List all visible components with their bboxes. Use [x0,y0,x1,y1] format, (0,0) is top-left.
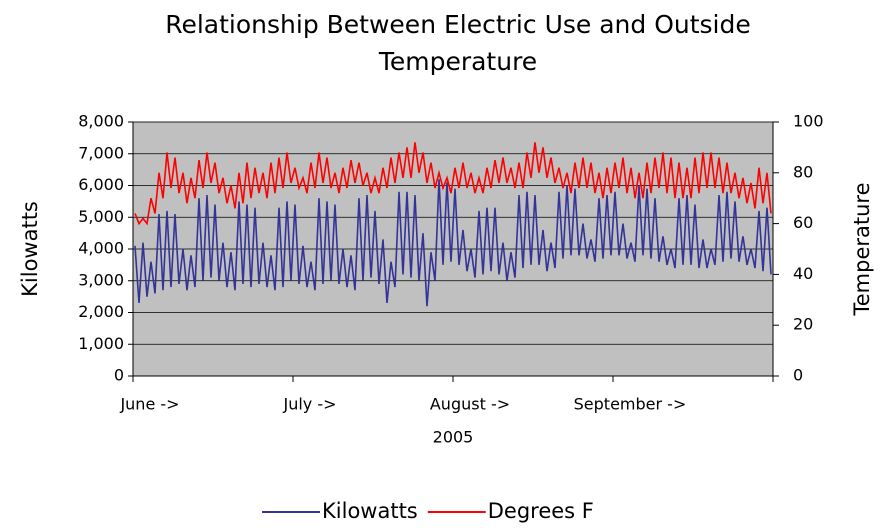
y2-tick-label: 40 [793,264,813,283]
y-tick-label: 6,000 [78,175,124,194]
legend-label: Kilowatts [322,499,418,523]
x-tick-label: July -> [282,395,336,414]
data-line [134,142,772,226]
y-tick-label: 5,000 [78,207,124,226]
y2-tick-label: 100 [793,112,824,131]
y-tick-label: 8,000 [78,112,124,131]
chart-title: Relationship Between Electric Use and Ou… [165,10,751,76]
y2-axis-label: Temperature [850,182,874,316]
y-axis-label: Kilowatts [18,201,42,297]
y2-tick-label: 0 [793,366,803,385]
y2-tick-label: 80 [793,162,813,181]
y2-tick-label: 60 [793,213,813,232]
legend-label: Degrees F [488,499,594,523]
y-tick-label: 4,000 [78,239,124,258]
y2-tick-label: 20 [793,315,813,334]
x-tick-label: September -> [574,395,687,414]
y-tick-label: 2,000 [78,302,124,321]
y-tick-label: 0 [114,366,124,385]
y-tick-label: 7,000 [78,143,124,162]
x-tick-label: June -> [119,395,179,414]
data-line [134,179,772,307]
y-tick-label: 1,000 [78,334,124,353]
y-tick-label: 3,000 [78,270,124,289]
x-tick-label: August -> [430,395,510,414]
x-axis-label: 2005 [433,428,474,447]
